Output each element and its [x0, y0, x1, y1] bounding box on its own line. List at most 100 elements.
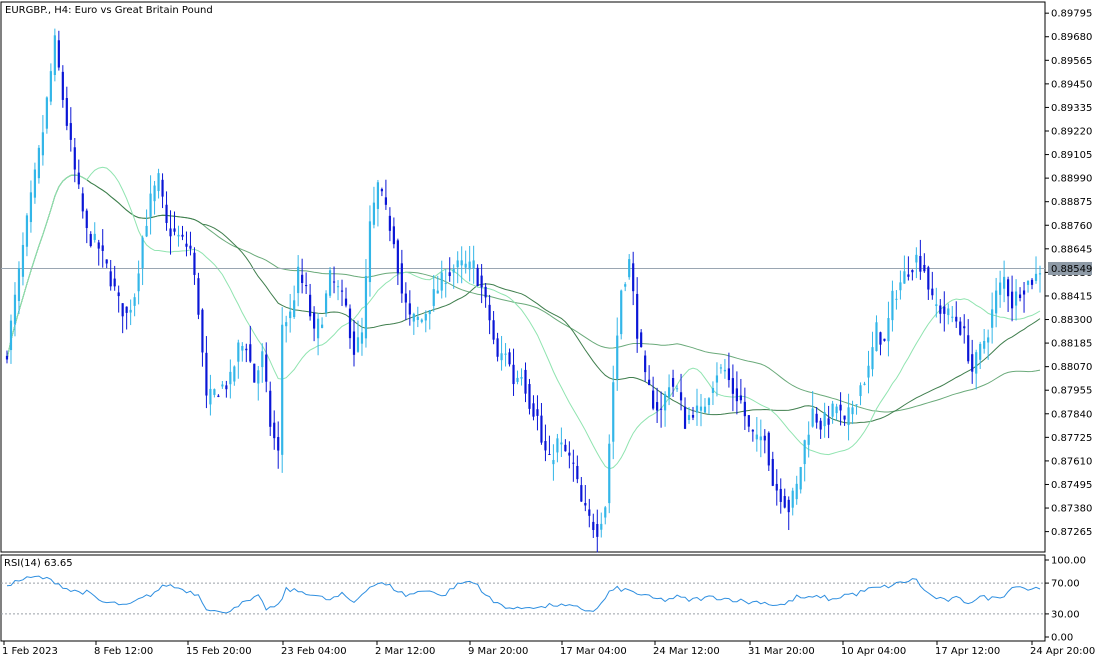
- candle-body: [512, 364, 515, 385]
- candle-body: [652, 390, 655, 409]
- price-tick-label: 0.87725: [1051, 433, 1092, 444]
- candle-body: [245, 348, 248, 351]
- candle-body: [935, 304, 938, 306]
- current-price-label: 0.88549: [1051, 264, 1092, 275]
- candle-body: [859, 385, 862, 397]
- candle-body: [348, 308, 352, 339]
- candle-body: [133, 297, 136, 306]
- time-tick-label: 24 Apr 20:00: [1030, 646, 1095, 657]
- time-tick-label: 24 Mar 12:00: [653, 646, 720, 657]
- candle-body: [811, 408, 814, 427]
- candle-body: [189, 245, 192, 249]
- price-tick-label: 0.88875: [1051, 197, 1092, 208]
- candle-body: [249, 344, 252, 362]
- rsi-panel[interactable]: [0, 554, 1046, 642]
- candle-body: [33, 169, 37, 198]
- candle-body: [25, 215, 29, 247]
- candle-body: [29, 192, 33, 223]
- candle-body: [907, 274, 910, 277]
- time-tick-label: 15 Feb 20:00: [186, 646, 252, 657]
- candle-body: [711, 388, 715, 393]
- candle-body: [400, 263, 403, 294]
- candle-body: [683, 406, 687, 429]
- candle-body: [149, 193, 152, 217]
- candle-body: [69, 123, 72, 140]
- candle-body: [492, 320, 495, 340]
- candle-body: [648, 379, 651, 386]
- candle-body: [444, 283, 447, 285]
- price-tick-label: 0.88760: [1051, 221, 1092, 232]
- candle-body: [229, 371, 232, 385]
- candle-body: [863, 383, 866, 385]
- candle-body: [309, 294, 312, 317]
- price-tick-label: 0.89220: [1051, 126, 1092, 137]
- price-tick-label: 0.87955: [1051, 386, 1092, 397]
- candle-body: [715, 375, 719, 383]
- candle-body: [552, 460, 555, 465]
- time-tick-label: 31 Mar 20:00: [748, 646, 815, 657]
- candle-body: [205, 352, 208, 396]
- candle-body: [336, 286, 340, 288]
- candle-body: [145, 225, 148, 237]
- ma-mid-line: [6, 174, 1041, 424]
- candle-body: [927, 267, 930, 290]
- candle-body: [695, 405, 699, 413]
- candle-body: [767, 432, 770, 466]
- candle-body: [847, 407, 850, 426]
- candle-body: [416, 316, 419, 320]
- candle-body: [628, 259, 631, 278]
- candle-body: [169, 228, 172, 237]
- candle-body: [775, 483, 778, 491]
- candle-body: [751, 429, 754, 432]
- candle-body: [568, 452, 571, 456]
- main-panel[interactable]: [0, 1, 1046, 553]
- candle-body: [955, 316, 958, 322]
- candle-body: [73, 147, 76, 170]
- candle-body: [687, 415, 691, 421]
- time-tick-label: 9 Mar 20:00: [468, 646, 528, 657]
- candle-body: [344, 298, 348, 306]
- candle-body: [301, 274, 304, 283]
- price-tick-label: 0.89335: [1051, 103, 1092, 114]
- candle-body: [831, 403, 834, 417]
- candle-body: [939, 305, 942, 314]
- candle-body: [727, 368, 731, 381]
- candle-body: [887, 318, 890, 342]
- candle-body: [125, 306, 128, 313]
- candle-body: [883, 338, 886, 341]
- candle-body: [253, 363, 256, 383]
- candle-body: [277, 437, 280, 451]
- candle-body: [412, 313, 415, 322]
- candle-body: [743, 401, 746, 417]
- candle-body: [257, 370, 260, 384]
- candle-body: [368, 221, 372, 283]
- candle-body: [703, 406, 707, 413]
- candle-body: [468, 261, 471, 270]
- candle-body: [289, 311, 292, 319]
- candle-body: [759, 436, 762, 441]
- candle-body: [305, 285, 308, 287]
- candle-body: [719, 367, 723, 369]
- candle-body: [5, 355, 9, 360]
- candle-body: [316, 318, 320, 339]
- candle-body: [1018, 294, 1022, 298]
- candle-body: [879, 332, 882, 345]
- candle-body: [281, 324, 284, 455]
- candle-body: [919, 255, 922, 272]
- candle-body: [1030, 279, 1034, 285]
- candle-body: [843, 415, 846, 420]
- price-tick-label: 0.88990: [1051, 174, 1092, 185]
- candle-body: [388, 215, 391, 231]
- candle-body: [959, 321, 962, 335]
- price-tick-label: 0.89680: [1051, 32, 1092, 43]
- candle-body: [899, 282, 902, 291]
- candle-body: [428, 310, 431, 315]
- candle-body: [137, 273, 140, 292]
- candle-body: [480, 275, 483, 288]
- candle-body: [663, 394, 667, 411]
- candle-body: [484, 286, 487, 298]
- candle-body: [45, 97, 48, 129]
- candle-body: [408, 303, 411, 315]
- candle-body: [293, 300, 296, 318]
